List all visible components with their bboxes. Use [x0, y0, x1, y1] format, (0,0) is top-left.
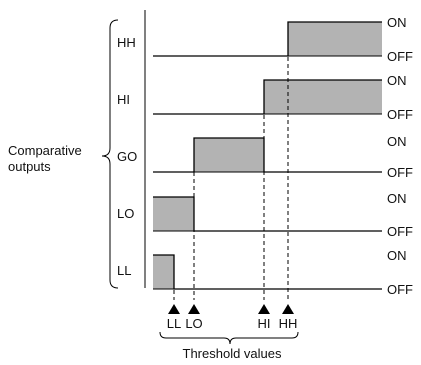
threshold-label-hi: HI — [258, 316, 271, 331]
on-label-go: ON — [387, 134, 407, 149]
row-label-hi: HI — [117, 92, 130, 107]
waveform-fill-ll — [153, 255, 174, 289]
group-label-line2: outputs — [8, 159, 51, 174]
row-label-ll: LL — [117, 263, 131, 278]
threshold-marker-hi — [258, 304, 270, 314]
waveform-line-ll — [153, 254, 382, 290]
off-label-go: OFF — [387, 165, 413, 180]
off-label-lo: OFF — [387, 224, 413, 239]
row-label-hh: HH — [117, 35, 136, 50]
threshold-marker-lo — [188, 304, 200, 314]
outputs-group-brace — [101, 19, 119, 289]
threshold-label-lo: LO — [185, 316, 202, 331]
on-label-lo: ON — [387, 191, 407, 206]
group-label-line1: Comparative — [8, 143, 82, 158]
off-label-hi: OFF — [387, 107, 413, 122]
row-label-lo: LO — [117, 206, 134, 221]
on-label-hi: ON — [387, 73, 407, 88]
threshold-marker-hh — [282, 304, 294, 314]
waveform-fill-hi — [264, 80, 382, 114]
threshold-values-label: Threshold values — [183, 346, 282, 361]
off-label-ll: OFF — [387, 282, 413, 297]
threshold-group-brace — [159, 331, 299, 345]
threshold-marker-ll — [168, 304, 180, 314]
row-label-go: GO — [117, 149, 137, 164]
on-label-hh: ON — [387, 15, 407, 30]
threshold-label-hh: HH — [279, 316, 298, 331]
off-label-hh: OFF — [387, 49, 413, 64]
waveform-fill-lo — [153, 197, 194, 231]
waveform-fill-hh — [288, 22, 382, 56]
on-label-ll: ON — [387, 248, 407, 263]
waveform-fill-go — [194, 138, 264, 172]
threshold-label-ll: LL — [167, 316, 181, 331]
waveform-line-go — [153, 137, 382, 173]
